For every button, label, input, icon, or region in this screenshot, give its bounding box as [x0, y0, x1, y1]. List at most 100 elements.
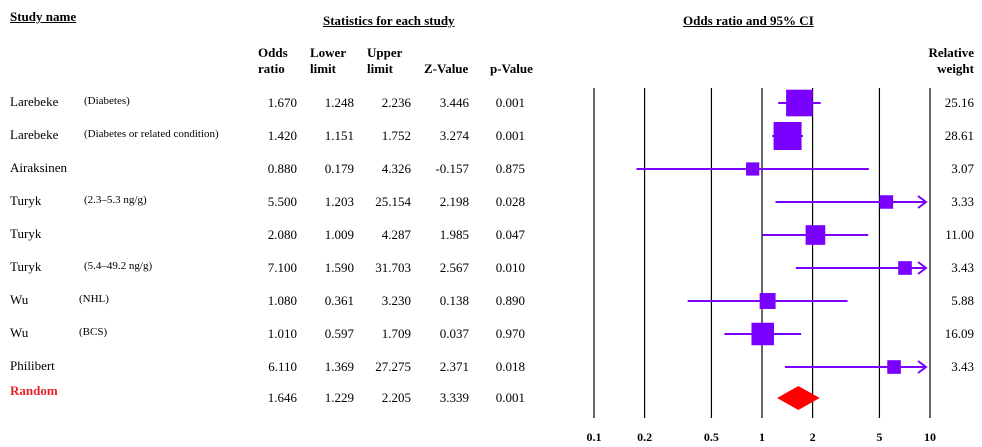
summary-z-value: 3.339	[439, 390, 469, 405]
lower-limit-value: 1.203	[324, 194, 354, 209]
upper-limit-value: 4.287	[381, 227, 411, 242]
relative-weight-value: 3.33	[951, 194, 974, 209]
summary-lower-limit: 1.229	[324, 390, 354, 405]
z-value: 2.567	[439, 260, 469, 275]
lower-limit-value: 1.248	[324, 95, 354, 110]
ci-arrow	[917, 195, 928, 209]
study-name: Wu	[10, 292, 29, 307]
effect-marker	[751, 322, 774, 346]
x-tick-label: 0.1	[587, 430, 602, 444]
summary-upper-limit: 2.205	[381, 390, 411, 405]
upper-limit-value: 2.236	[381, 95, 411, 110]
ci-arrow	[917, 360, 928, 374]
z-value: 2.371	[439, 359, 469, 374]
study-subgroup: (Diabetes or related condition)	[84, 128, 219, 140]
x-tick-label: 10	[924, 430, 936, 444]
p-value: 0.890	[495, 293, 525, 308]
p-value: 0.875	[495, 161, 525, 176]
x-tick-label: 1	[759, 430, 765, 444]
relative-weight-header: Relative weight	[928, 45, 974, 76]
upper-limit-value: 1.709	[381, 326, 411, 341]
z-value: 0.037	[439, 326, 469, 341]
effect-marker	[746, 162, 760, 176]
p-value: 0.001	[495, 128, 525, 143]
upper-limit-value: 1.752	[381, 128, 411, 143]
study-name: Larebeke	[10, 127, 59, 142]
x-tick-label: 0.2	[637, 430, 652, 444]
study-name: Airaksinen	[10, 160, 68, 175]
odds-ratio-value: 7.100	[267, 260, 297, 275]
relative-weight-value: 16.09	[944, 326, 974, 341]
study-subgroup: (2.3–5.3 ng/g)	[84, 194, 147, 206]
x-tick-label: 2	[810, 430, 816, 444]
study-name: Turyk	[10, 226, 42, 241]
p-value: 0.010	[495, 260, 525, 275]
study-name-header: Study name	[10, 9, 77, 24]
relative-weight-value: 28.61	[944, 128, 974, 143]
upper-limit-value: 3.230	[381, 293, 411, 308]
study-name: Wu	[10, 325, 29, 340]
lower-limit-value: 0.179	[324, 161, 354, 176]
p-value: 0.001	[495, 95, 525, 110]
z-value: 3.446	[439, 95, 469, 110]
upper-limit-value: 25.154	[375, 194, 411, 209]
z-value: -0.157	[435, 161, 469, 176]
upper-limit-value: 27.275	[375, 359, 411, 374]
effect-marker	[773, 122, 802, 150]
summary-odds-ratio: 1.646	[267, 390, 297, 405]
p-value: 0.047	[495, 227, 525, 242]
study-subgroup: (NHL)	[79, 293, 109, 305]
p-value: 0.028	[495, 194, 525, 209]
upper-limit-header: Upper limit	[367, 45, 403, 76]
odds-ratio-value: 5.500	[267, 194, 297, 209]
p-value: 0.970	[495, 326, 525, 341]
z-value: 1.985	[439, 227, 469, 242]
summary-diamond	[777, 386, 820, 410]
study-name: Philibert	[10, 358, 55, 373]
summary-p-value: 0.001	[495, 390, 525, 405]
relative-weight-value: 3.43	[951, 359, 974, 374]
effect-marker	[879, 195, 894, 209]
study-name: Turyk	[10, 193, 42, 208]
upper-limit-value: 4.326	[381, 161, 411, 176]
x-tick-label: 0.5	[704, 430, 719, 444]
study-subgroup: (5.4–49.2 ng/g)	[84, 260, 153, 272]
study-name: Larebeke	[10, 94, 59, 109]
lower-limit-header: Lower limit	[310, 45, 347, 76]
odds-ratio-value: 1.670	[267, 95, 297, 110]
p-value: 0.018	[495, 359, 525, 374]
summary-name: Random	[10, 383, 58, 398]
study-name: Turyk	[10, 259, 42, 274]
relative-weight-value: 5.88	[951, 293, 974, 308]
effect-marker	[898, 261, 912, 275]
x-tick-label: 5	[876, 430, 882, 444]
odds-ratio-value: 2.080	[267, 227, 297, 242]
upper-limit-value: 31.703	[375, 260, 411, 275]
odds-ratio-value: 0.880	[267, 161, 297, 176]
odds-ratio-value: 1.080	[267, 293, 297, 308]
lower-limit-value: 1.151	[324, 128, 354, 143]
relative-weight-value: 11.00	[945, 227, 974, 242]
study-subgroup: (BCS)	[79, 326, 108, 338]
z-value: 0.138	[439, 293, 469, 308]
relative-weight-value: 25.16	[944, 95, 974, 110]
lower-limit-value: 1.009	[324, 227, 354, 242]
effect-marker	[887, 360, 901, 374]
plot-header: Odds ratio and 95% CI	[683, 13, 814, 28]
relative-weight-value: 3.07	[951, 161, 974, 176]
lower-limit-value: 1.590	[324, 260, 354, 275]
odds-ratio-value: 1.010	[267, 326, 297, 341]
effect-marker	[786, 89, 813, 117]
lower-limit-value: 1.369	[324, 359, 354, 374]
z-value: 2.198	[439, 194, 469, 209]
effect-marker	[759, 293, 776, 309]
z-value-header: Z-Value	[424, 61, 469, 76]
lower-limit-value: 0.597	[324, 326, 354, 341]
effect-marker	[805, 225, 826, 245]
p-value-header: p-Value	[490, 61, 533, 76]
study-subgroup: (Diabetes)	[84, 95, 130, 107]
ci-arrow	[917, 261, 928, 275]
relative-weight-value: 3.43	[951, 260, 974, 275]
lower-limit-value: 0.361	[324, 293, 354, 308]
